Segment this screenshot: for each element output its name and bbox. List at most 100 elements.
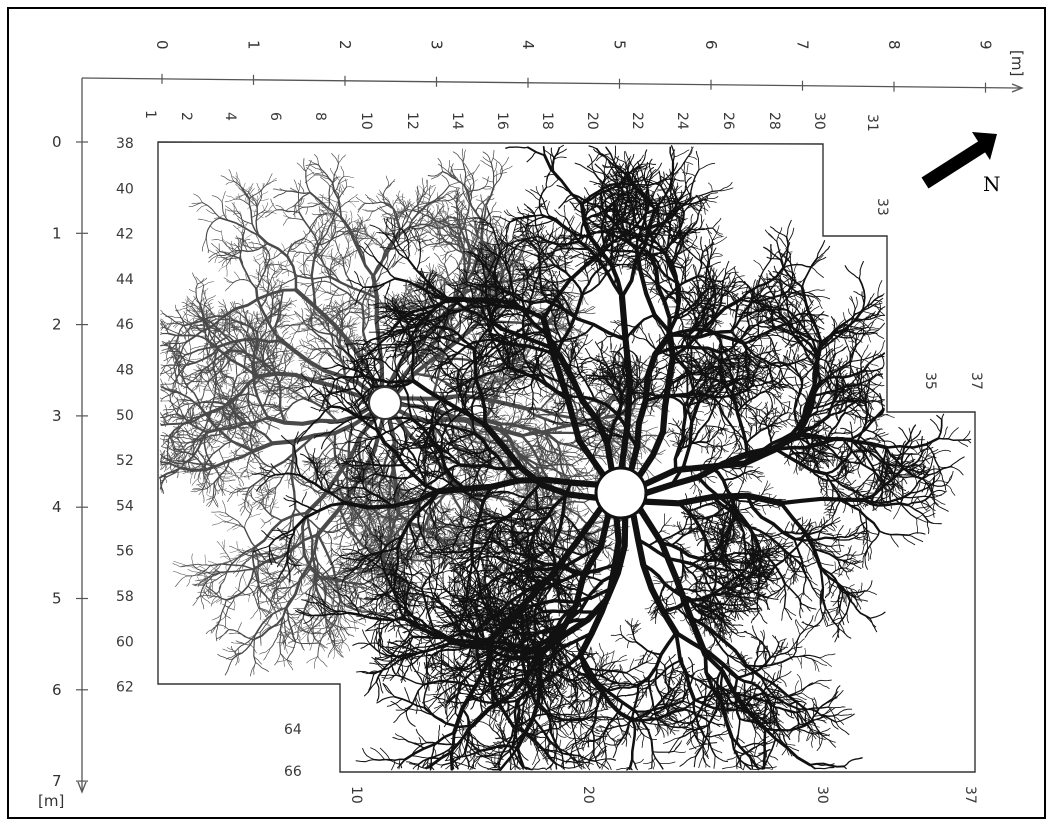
root-branch xyxy=(365,239,369,243)
root-branch xyxy=(562,321,563,327)
root-branch xyxy=(266,302,272,313)
root-branch xyxy=(160,351,167,354)
root-branch xyxy=(306,164,319,165)
root-branch xyxy=(449,186,460,189)
left-grid-number: 38 xyxy=(116,136,134,152)
x-tick-label: 9 xyxy=(977,40,995,50)
root-branch xyxy=(389,218,390,221)
root-branch xyxy=(427,185,435,190)
root-branch xyxy=(310,247,315,252)
top-grid-number: 24 xyxy=(674,112,690,130)
root-branch xyxy=(308,203,318,205)
root-branch xyxy=(290,325,297,331)
root-branch xyxy=(322,266,324,272)
root-branch xyxy=(383,216,388,217)
top-grid-number: 22 xyxy=(629,112,645,130)
root-branch xyxy=(197,205,208,211)
root-branch xyxy=(299,276,330,279)
root-branch xyxy=(415,249,417,255)
root-branch xyxy=(491,163,494,187)
root-branch xyxy=(377,208,384,212)
x-axis-unit: [m] xyxy=(1008,50,1026,76)
root-branch xyxy=(283,212,289,218)
root-branch xyxy=(182,311,187,320)
root-branch xyxy=(356,197,365,203)
root-branch xyxy=(584,313,595,314)
x-tick-label: 6 xyxy=(702,40,720,50)
root-branch xyxy=(257,253,263,257)
root-branch xyxy=(421,235,427,239)
root-branch xyxy=(310,240,316,241)
root-branch xyxy=(268,203,273,211)
root-branch xyxy=(252,311,254,316)
root-branch xyxy=(491,150,494,163)
root-branch xyxy=(365,202,385,203)
root-branch xyxy=(198,219,213,222)
root-branch xyxy=(229,169,234,181)
root-branch xyxy=(496,171,497,183)
root-branch xyxy=(160,320,161,322)
root-branch xyxy=(319,353,327,362)
root-branch xyxy=(494,173,507,178)
root-branch xyxy=(329,288,338,305)
root-branch xyxy=(274,191,287,198)
root-branch xyxy=(348,202,355,208)
root-branch xyxy=(161,365,166,366)
root-branch xyxy=(273,277,276,284)
bottom-grid-number: 10 xyxy=(348,786,364,804)
root-branch xyxy=(314,215,320,222)
top-grid-number: 10 xyxy=(358,112,374,130)
grid-number-35: 35 xyxy=(922,372,938,390)
left-grid-number: 50 xyxy=(116,408,134,424)
root-branch xyxy=(342,185,345,190)
root-branch xyxy=(249,243,260,245)
y-tick-label: 2 xyxy=(52,316,62,334)
root-branch xyxy=(266,425,269,435)
root-branch xyxy=(410,233,411,238)
root-branch xyxy=(242,299,243,306)
root-branch xyxy=(577,413,585,415)
root-branch xyxy=(281,280,282,288)
root-branch xyxy=(305,349,309,355)
root-branch xyxy=(348,201,358,202)
root-branch xyxy=(485,475,494,477)
root-branch xyxy=(233,280,251,283)
root-branch xyxy=(273,189,286,191)
root-branch xyxy=(317,257,318,262)
root-branch xyxy=(161,435,170,436)
root-branch xyxy=(409,240,417,249)
root-branch xyxy=(304,159,306,172)
root-branch xyxy=(304,263,306,278)
root-branch xyxy=(306,207,308,215)
root-branch xyxy=(493,218,494,228)
root-branch xyxy=(315,172,324,174)
root-branch xyxy=(175,305,181,318)
root-branch xyxy=(485,177,489,187)
root-branch xyxy=(388,225,389,234)
root-branch xyxy=(578,323,585,331)
top-grid-number: 18 xyxy=(539,112,555,130)
root-branch xyxy=(275,266,280,272)
root-branch xyxy=(372,205,389,212)
root-branch xyxy=(250,188,255,194)
root-branch xyxy=(303,255,304,264)
root-branch xyxy=(326,251,330,257)
root-branch xyxy=(463,150,466,162)
root-branch xyxy=(493,158,502,167)
y-tick-label: 7 xyxy=(52,772,62,790)
root-branch xyxy=(341,166,344,176)
root-branch xyxy=(392,291,393,298)
top-grid-number: 4 xyxy=(222,112,238,121)
x-tick-label: 8 xyxy=(885,40,903,50)
root-branch xyxy=(553,454,554,459)
x-tick-label: 0 xyxy=(153,40,171,50)
left-grid-number: 58 xyxy=(116,589,134,605)
root-branch xyxy=(386,176,388,186)
root-branch xyxy=(226,266,227,277)
root-branch xyxy=(193,194,202,203)
top-grid-numbers: 1 2 4 6 8 10 12 14 16 18 20 22 24 26 28 30 31 xyxy=(142,110,880,132)
root-branch xyxy=(206,218,220,238)
root-branch xyxy=(222,202,228,221)
root-branch xyxy=(285,260,288,267)
